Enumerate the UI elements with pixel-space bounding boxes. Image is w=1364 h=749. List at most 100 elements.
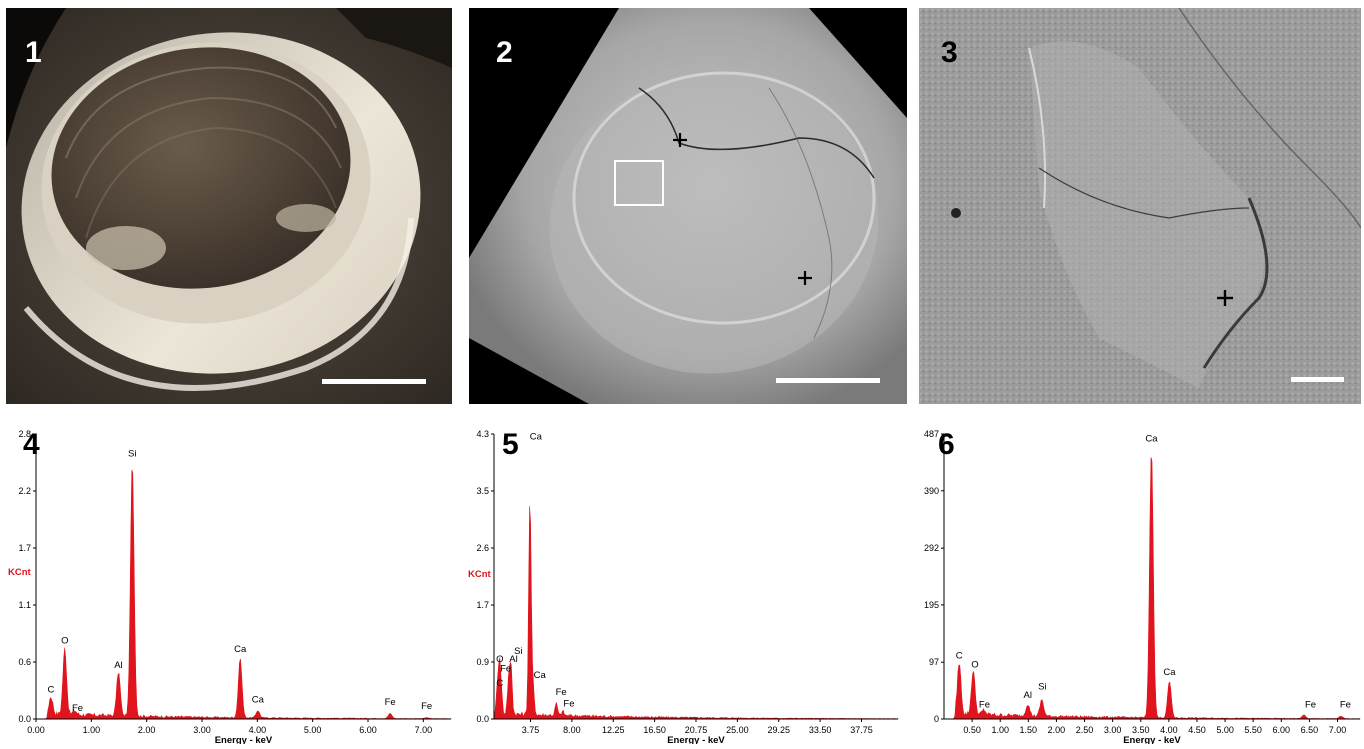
x-tick-label: 3.00 — [1104, 725, 1122, 735]
x-tick-label: 25.00 — [726, 725, 749, 735]
y-axis-label: KCnt — [468, 569, 492, 580]
eds-spectrum-4: 0.0 0.6 1.1 1.7 2.2 2.8 0.00 1.00 2.00 3.00 4.00 5.… — [0, 422, 456, 746]
x-tick-label: 6.50 — [1301, 725, 1319, 735]
x-tick-label: 33.50 — [809, 725, 832, 735]
peak-label: O — [971, 660, 978, 671]
x-tick-label: 3.50 — [1132, 725, 1150, 735]
y-tick-label: 292 — [924, 543, 939, 553]
y-tick-label: 1.7 — [476, 600, 489, 610]
x-axis-label: Energy - keV — [1123, 735, 1181, 744]
peak-label: Si — [514, 646, 522, 657]
peak-label: Fe — [979, 699, 990, 710]
y-tick-label: 1.1 — [18, 600, 31, 610]
panel-label-5: 5 — [502, 428, 519, 461]
spectrum-area — [944, 457, 1361, 720]
photo-panel-1: 1 — [6, 8, 452, 404]
x-tick-label: 7.00 — [415, 725, 433, 735]
x-tick-label: 12.25 — [602, 725, 625, 735]
cross-marker — [1217, 290, 1233, 306]
peak-label: Ca — [234, 644, 247, 655]
x-tick-label: 4.00 — [1160, 725, 1178, 735]
x-tick-label: 5.00 — [304, 725, 322, 735]
peak-label: Al — [114, 660, 122, 671]
peak-label: Ca — [1145, 434, 1158, 445]
cross-marker — [798, 271, 812, 285]
scale-bar — [776, 378, 880, 383]
y-tick-label: 4.3 — [476, 429, 489, 439]
y-tick-label: 2.6 — [476, 543, 489, 553]
sem-panel-3: 3 — [919, 8, 1361, 404]
sem-closeup-image — [919, 8, 1361, 404]
peak-label: Ca — [252, 695, 265, 706]
peak-label: Fe — [1305, 699, 1316, 710]
peak-label: Al — [509, 654, 517, 665]
spectrum-area — [36, 469, 452, 720]
inset-box — [614, 160, 664, 206]
x-tick-label: 2.00 — [1048, 725, 1066, 735]
y-tick-label: 0.0 — [476, 714, 489, 724]
peak-label: Si — [128, 448, 136, 459]
y-tick-label: 0.0 — [18, 714, 31, 724]
peak-label: Fe — [385, 697, 396, 708]
x-axis-label: Energy - keV — [667, 735, 725, 744]
x-tick-label: 16.50 — [643, 725, 666, 735]
x-tick-label: 7.00 — [1329, 725, 1347, 735]
fossil-shell-photo — [6, 8, 452, 404]
y-tick-label: 0.9 — [476, 657, 489, 667]
peak-label: C — [48, 685, 55, 696]
y-tick-label: 487 — [924, 429, 939, 439]
sem-shell-image — [469, 8, 907, 404]
x-tick-label: 2.00 — [138, 725, 156, 735]
x-tick-label: 1.50 — [1020, 725, 1038, 735]
eds-spectrum-6: 0 97 195 292 390 487 0.50 1.00 1.50 2.00 2.50 3.00 3… — [908, 422, 1364, 746]
y-tick-label: 97 — [929, 657, 939, 667]
peak-label: Fe — [72, 703, 83, 714]
peak-label: Si — [1038, 682, 1046, 693]
panel-label-3: 3 — [941, 36, 958, 69]
peak-label: Fe — [500, 663, 511, 674]
x-tick-label: 20.75 — [685, 725, 708, 735]
panel-label-2: 2 — [496, 36, 513, 69]
x-axis-label: Energy - keV — [215, 735, 273, 744]
x-tick-label: 1.00 — [83, 725, 101, 735]
x-tick-label: 6.00 — [1273, 725, 1291, 735]
peak-label: Ca — [530, 431, 543, 442]
x-tick-label: 37.75 — [850, 725, 873, 735]
x-tick-label: 0.50 — [963, 725, 981, 735]
panel-label-6: 6 — [938, 428, 955, 461]
panel-label-4: 4 — [23, 428, 40, 461]
peak-label: C — [496, 678, 503, 689]
x-tick-label: 4.00 — [249, 725, 267, 735]
peak-label: O — [496, 654, 503, 665]
x-tick-label: 5.00 — [1216, 725, 1234, 735]
spectrum-chart-6: 0 97 195 292 390 487 0.50 1.00 1.50 2.00 2.50 3.00 3… — [924, 429, 1361, 746]
panel-label-1: 1 — [25, 36, 42, 69]
peak-label: Fe — [1340, 699, 1351, 710]
x-tick-label: 1.00 — [991, 725, 1009, 735]
y-tick-label: 195 — [924, 600, 939, 610]
eds-spectrum-5: 0.0 0.9 1.7 2.6 3.5 4.3 3.75 8.00 12.25 16.50 20.7… — [458, 422, 906, 746]
y-tick-label: 2.2 — [18, 486, 31, 496]
scale-bar — [1291, 377, 1344, 382]
y-tick-label: 3.5 — [476, 486, 489, 496]
peak-label: Ca — [1163, 667, 1176, 678]
x-tick-label: 29.25 — [767, 725, 790, 735]
peak-label: Fe — [563, 698, 574, 709]
scale-bar — [322, 379, 426, 384]
x-tick-label: 4.50 — [1188, 725, 1206, 735]
x-tick-label: 3.00 — [193, 725, 211, 735]
y-tick-label: 2.8 — [18, 429, 31, 439]
x-tick-label: 3.75 — [522, 725, 540, 735]
spectrum-chart-4: 0.0 0.6 1.1 1.7 2.2 2.8 0.00 1.00 2.00 3.00 4.00 5.… — [8, 429, 452, 746]
y-tick-label: 390 — [924, 486, 939, 496]
y-tick-label: 1.7 — [18, 543, 31, 553]
peak-label: Fe — [421, 701, 432, 712]
peak-label: Ca — [534, 670, 547, 681]
x-tick-label: 5.50 — [1244, 725, 1262, 735]
cross-marker — [673, 133, 687, 147]
peak-label: C — [956, 651, 963, 662]
x-tick-label: 6.00 — [359, 725, 377, 735]
x-tick-label: 2.50 — [1076, 725, 1094, 735]
peak-label: Al — [1024, 690, 1032, 701]
spectrum-chart-5: 0.0 0.9 1.7 2.6 3.5 4.3 3.75 8.00 12.25 16.50 20.7… — [468, 429, 899, 746]
